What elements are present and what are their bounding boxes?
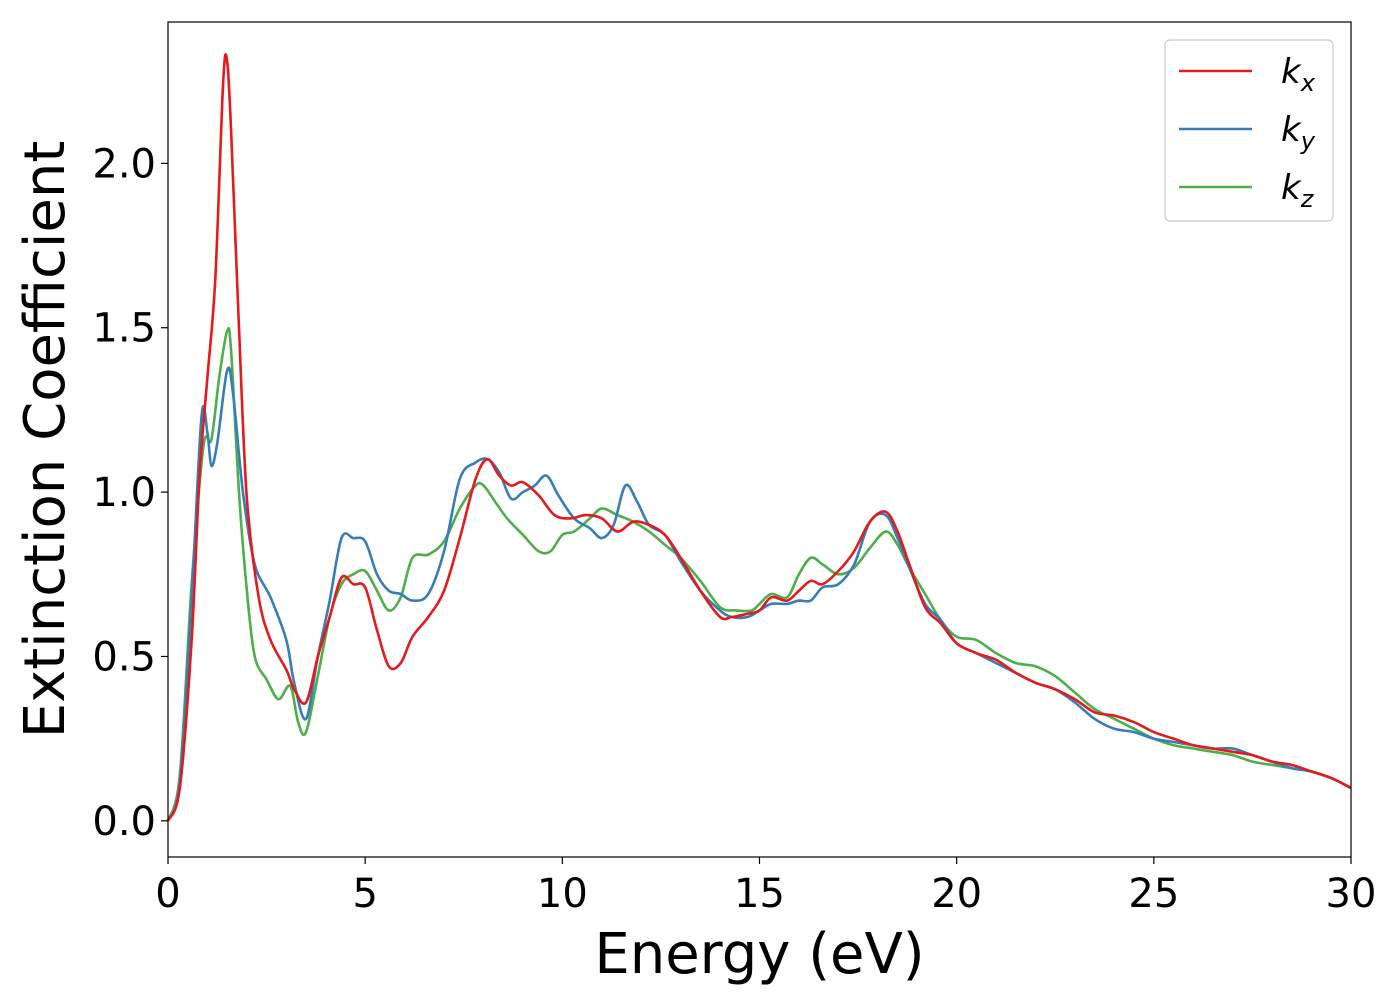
legend-label-x: kx <box>1281 52 1316 97</box>
y-tick-label: 0.0 <box>92 799 156 845</box>
series-line-x <box>166 53 1352 822</box>
x-tick-label: 25 <box>1128 871 1179 917</box>
y-axis-label: Extinction Coefficient <box>13 141 78 739</box>
y-tick-label: 0.5 <box>92 634 156 680</box>
x-tick-label: 15 <box>734 871 785 917</box>
legend-label-y: ky <box>1281 110 1316 155</box>
legend-label-main: k <box>1281 110 1302 150</box>
x-tick-label: 30 <box>1326 871 1377 917</box>
series-line-y <box>166 366 1352 822</box>
y-tick-label: 1.0 <box>92 470 156 516</box>
x-tick-label: 5 <box>352 871 377 917</box>
y-axis-ticks: 0.0 0.5 1.0 1.5 2.0 <box>92 141 168 845</box>
legend-label-subscript: z <box>1300 185 1315 213</box>
legend-label-main: k <box>1281 52 1302 92</box>
x-tick-label: 10 <box>537 871 588 917</box>
x-axis-label: Energy (eV) <box>594 922 924 987</box>
y-tick-label: 1.5 <box>92 306 156 352</box>
x-tick-label: 20 <box>931 871 982 917</box>
legend-label-subscript: y <box>1300 127 1316 155</box>
x-tick-label: 0 <box>155 871 180 917</box>
legend-label-main: k <box>1281 168 1302 208</box>
x-axis-ticks: 0 5 10 15 20 25 30 <box>155 857 1376 917</box>
legend-label-z: kz <box>1281 168 1315 213</box>
legend-box <box>1164 39 1334 222</box>
legend-label-subscript: x <box>1300 69 1316 97</box>
y-tick-label: 2.0 <box>92 141 156 187</box>
series-layer <box>166 53 1352 822</box>
